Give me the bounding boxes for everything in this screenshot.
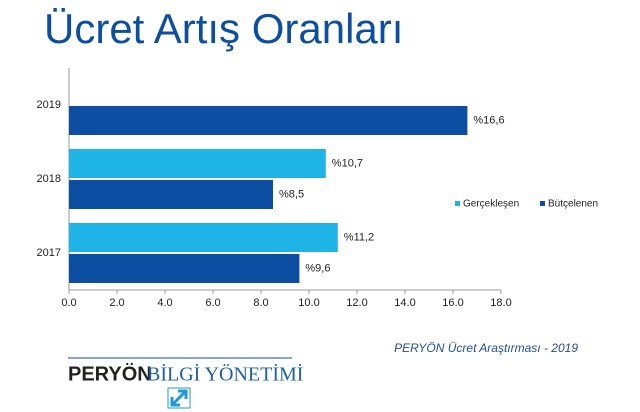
logo-product: BİLGİ YÖNETİMİ [147, 363, 303, 386]
value-label: %16,6 [473, 114, 504, 126]
x-tick-label: 0.0 [61, 297, 76, 309]
legend-swatch [540, 201, 545, 206]
bar [69, 180, 273, 209]
value-label: %11,2 [344, 231, 374, 243]
legend-label: Bütçelenen [548, 199, 598, 210]
y-tick-label: 2017 [37, 247, 61, 259]
value-label: %8,5 [279, 188, 304, 200]
chart-title: Ücret Artış Oranları [44, 5, 403, 52]
y-tick-label: 2018 [37, 173, 61, 185]
source-note: PERYÖN Ücret Araştırması - 2019 [394, 341, 578, 355]
value-label: %10,7 [332, 157, 363, 169]
y-tick-label: 2019 [37, 99, 61, 111]
x-tick-label: 8.0 [253, 297, 268, 309]
bar [69, 149, 326, 178]
x-tick-label: 6.0 [205, 297, 220, 309]
x-tick-label: 18.0 [490, 297, 511, 309]
x-tick-label: 16.0 [442, 297, 463, 309]
bar [69, 223, 338, 252]
logo-icon [167, 387, 191, 409]
legend-swatch [455, 201, 460, 206]
bar [69, 106, 468, 135]
value-label: %9,6 [305, 262, 330, 274]
bar [69, 254, 300, 283]
logo-brand: PERYÖN [68, 362, 152, 385]
x-tick-label: 12.0 [346, 297, 367, 309]
x-tick-label: 14.0 [394, 297, 415, 309]
x-tick-label: 10.0 [298, 297, 319, 309]
x-tick-label: 2.0 [109, 297, 124, 309]
x-tick-label: 4.0 [157, 297, 172, 309]
legend-label: Gerçekleşen [463, 199, 519, 210]
